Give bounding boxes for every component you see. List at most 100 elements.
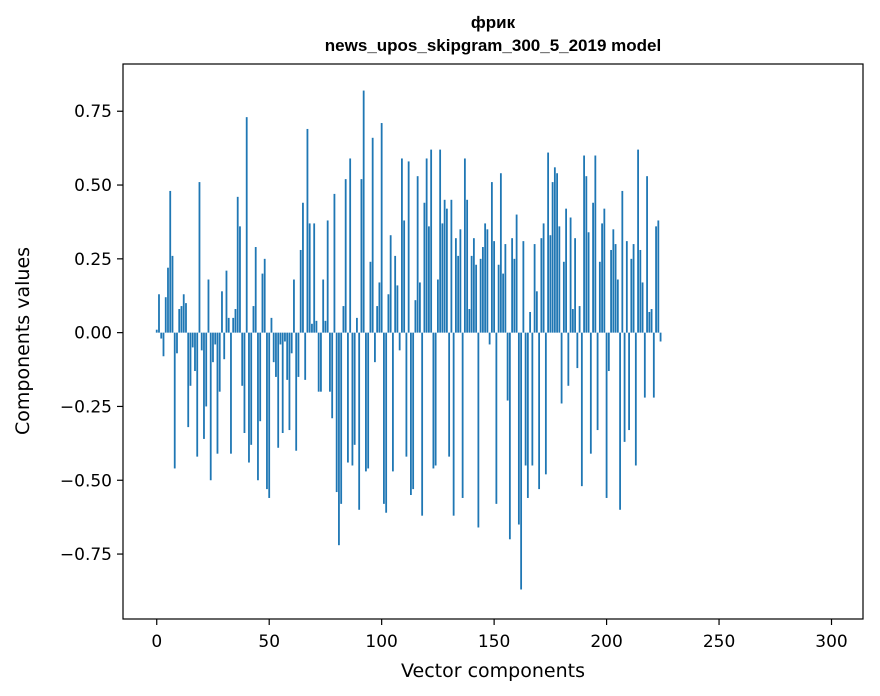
- bar: [549, 235, 552, 333]
- bar: [281, 332, 284, 434]
- bar: [349, 158, 352, 333]
- bar: [194, 332, 196, 372]
- bar: [587, 232, 590, 333]
- bar: [225, 270, 228, 333]
- bar: [347, 332, 349, 463]
- bar: [221, 291, 223, 333]
- bar: [295, 332, 298, 451]
- bar: [326, 220, 329, 333]
- bar: [207, 279, 210, 333]
- bar: [641, 282, 644, 333]
- bar: [522, 241, 525, 333]
- bar: [178, 309, 181, 333]
- bar: [574, 238, 576, 333]
- chart-title-line2: news_upos_skipgram_300_5_2019 model: [325, 36, 661, 55]
- bar: [218, 332, 221, 392]
- bar: [630, 258, 633, 333]
- bar: [203, 332, 205, 439]
- bar: [445, 208, 448, 333]
- bar: [410, 332, 412, 496]
- bar: [191, 332, 194, 348]
- bar: [277, 332, 280, 448]
- x-tick-label: 0: [151, 632, 162, 652]
- bar: [623, 332, 626, 442]
- bar: [605, 332, 608, 498]
- bar: [290, 332, 293, 354]
- bar: [241, 332, 244, 386]
- bar: [297, 332, 300, 377]
- bar: [205, 332, 208, 407]
- bar: [499, 173, 502, 333]
- bar: [212, 332, 214, 363]
- bar: [333, 193, 336, 333]
- bar: [261, 273, 264, 333]
- bar: [646, 176, 648, 333]
- bar: [351, 332, 354, 466]
- bar: [556, 173, 558, 333]
- bar: [425, 158, 428, 333]
- bar: [542, 223, 545, 333]
- bar: [526, 332, 529, 498]
- bar: [594, 155, 597, 333]
- bar: [374, 332, 376, 363]
- bar: [272, 332, 275, 363]
- bar: [284, 332, 286, 342]
- bar: [607, 332, 610, 372]
- bar: [239, 226, 241, 333]
- bar: [634, 332, 637, 466]
- bar: [463, 158, 466, 333]
- bar: [315, 320, 318, 333]
- bar: [490, 182, 493, 333]
- bar: [441, 223, 444, 333]
- plot-frame: [122, 63, 864, 620]
- bar: [169, 190, 172, 333]
- bar: [470, 255, 473, 333]
- bar: [164, 297, 167, 333]
- bar: [520, 332, 523, 590]
- bar: [196, 332, 199, 457]
- bar: [580, 332, 583, 487]
- bar: [659, 332, 662, 342]
- bar: [412, 332, 415, 490]
- bar: [176, 332, 178, 354]
- bar: [488, 332, 491, 345]
- bar: [452, 332, 455, 516]
- bar: [167, 267, 169, 333]
- bar: [450, 199, 453, 333]
- x-axis-ticks: 0 50 100 150 200 250 300: [151, 619, 848, 652]
- bar: [571, 309, 574, 333]
- bar: [268, 332, 271, 498]
- bar: [387, 294, 390, 333]
- bar: [189, 332, 192, 386]
- bar: [200, 332, 203, 351]
- bar: [598, 261, 601, 333]
- bar: [331, 332, 334, 419]
- bar: [502, 273, 505, 333]
- bar: [180, 306, 183, 333]
- bar: [209, 332, 212, 481]
- bar: [497, 264, 500, 333]
- bar: [324, 320, 327, 333]
- bar: [306, 128, 309, 333]
- bar: [643, 332, 646, 398]
- bar: [185, 303, 187, 333]
- bar: [511, 238, 514, 333]
- bar: [304, 332, 307, 380]
- bar: [293, 279, 295, 333]
- bar: [369, 261, 372, 333]
- bar: [538, 332, 541, 490]
- bar: [158, 294, 160, 333]
- bar: [216, 332, 219, 454]
- bar: [367, 332, 370, 469]
- bar: [601, 223, 603, 333]
- bar: [506, 332, 509, 401]
- bar: [270, 317, 273, 333]
- bar: [508, 332, 511, 540]
- bar: [657, 220, 660, 333]
- bar: [335, 332, 338, 493]
- bar: [479, 258, 482, 333]
- bar: [621, 190, 624, 333]
- x-axis-label: Vector components: [401, 660, 585, 682]
- bar: [610, 249, 612, 333]
